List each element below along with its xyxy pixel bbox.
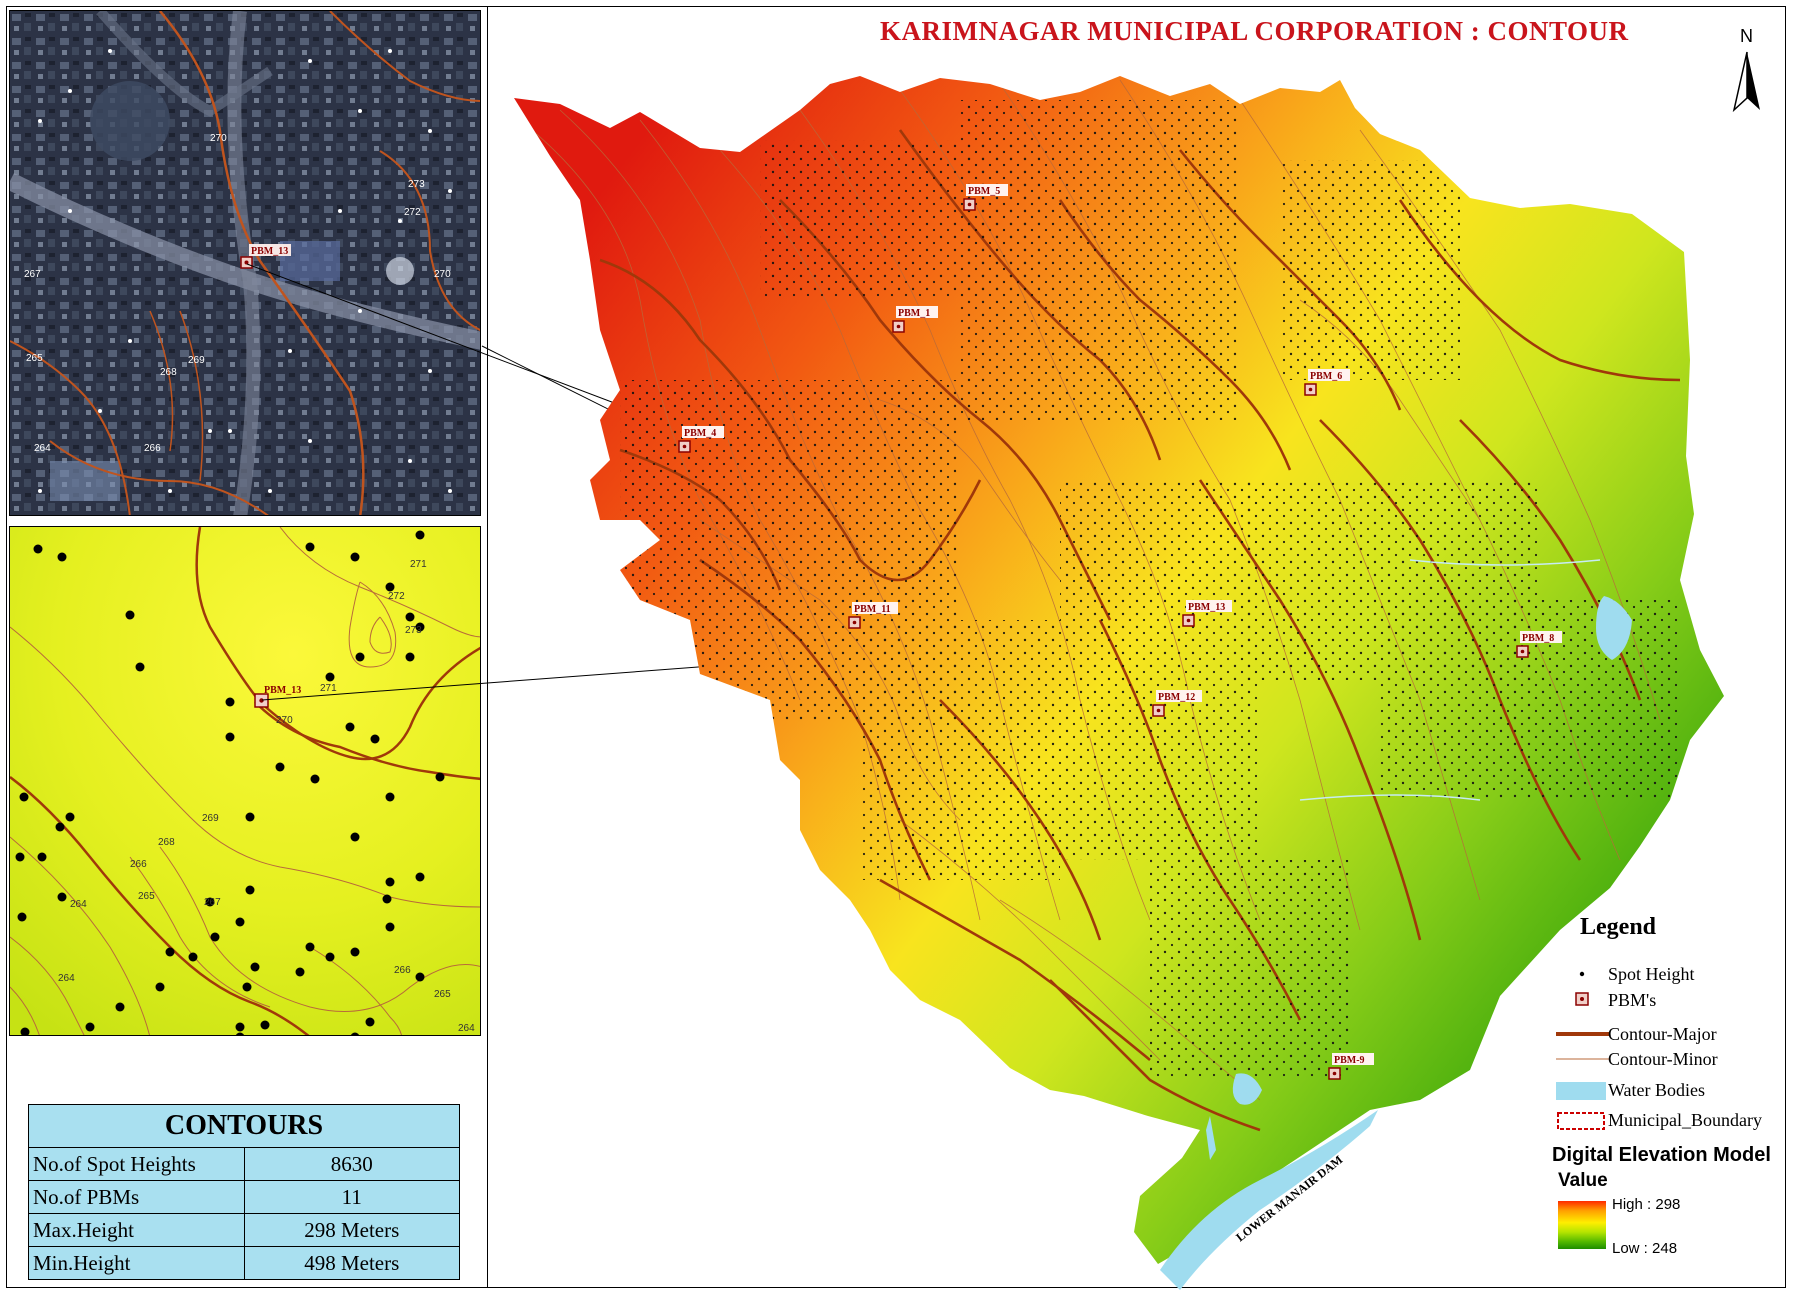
contour-label: 272 (404, 207, 421, 218)
table-row: Min.Height 498 Meters (28, 1246, 460, 1280)
north-arrow-icon (1732, 51, 1760, 113)
contour-label: 268 (158, 837, 175, 848)
contour-label: 270 (276, 715, 293, 726)
pbm-label: PBM_11 (854, 604, 891, 615)
water-body (1206, 1116, 1216, 1160)
contour-label: 265 (138, 891, 155, 902)
dem-legend-title: Digital Elevation Model (1552, 1144, 1771, 1166)
spot-height-symbol-icon (1579, 971, 1585, 977)
contour-label: 265 (26, 353, 43, 364)
pbm-label: PBM_13 (1188, 602, 1225, 613)
pbm-marker-8: PBM_8 (1516, 631, 1562, 658)
contour-label: 267 (24, 269, 41, 280)
municipal-boundary-symbol-icon (1557, 1112, 1605, 1130)
row-label: No.of PBMs (28, 1180, 245, 1214)
spot-heights (15, 530, 445, 1035)
row-value: 11 (243, 1180, 460, 1214)
contours-table-heading: CONTOURS (28, 1104, 460, 1148)
contour-label: 266 (144, 443, 161, 454)
contour-label: 270 (210, 133, 227, 144)
dem-color-ramp (1558, 1201, 1606, 1249)
map-frame (6, 6, 1786, 1288)
contour-label: 270 (434, 269, 451, 280)
row-value: 298 Meters (243, 1213, 460, 1247)
legend-label: PBM's (1608, 990, 1657, 1010)
pbm-symbol-icon (1575, 992, 1589, 1006)
pbm-marker-6: PBM_6 (1304, 369, 1350, 396)
contour-label: 271 (320, 683, 337, 694)
row-label: No.of Spot Heights (28, 1147, 245, 1181)
table-row: Max.Height 298 Meters (28, 1213, 460, 1247)
pbm-label: PBM_8 (1522, 633, 1554, 644)
contours-summary-table: CONTOURS No.of Spot Heights 8630 No.of P… (28, 1104, 460, 1280)
contour-label: 269 (188, 355, 205, 366)
contour-label: 273 (405, 625, 422, 636)
inset-imagery-contour-labels: 270 273 272 270 267 265 268 269 266 264 (24, 133, 451, 454)
contour-label: 264 (34, 443, 51, 454)
water-bodies-symbol-icon (1556, 1082, 1606, 1100)
contour-label: 272 (388, 591, 405, 602)
contour-label: 264 (58, 973, 75, 984)
pbm-label: PBM_6 (1310, 371, 1342, 382)
contour-label: 269 (202, 813, 219, 824)
pbm-marker-4: PBM_4 (678, 426, 724, 453)
contour-label: 271 (410, 559, 427, 570)
contour-label: 266 (130, 859, 147, 870)
panel-divider (487, 6, 488, 1288)
dem-high-label: High : 298 (1612, 1196, 1681, 1213)
contour-minor-symbol-icon (1556, 1058, 1610, 1060)
contour-label: 265 (434, 989, 451, 1000)
contour-label: 267 (204, 897, 221, 908)
pbm-label: PBM_13 (264, 685, 301, 696)
table-row: No.of PBMs 11 (28, 1180, 460, 1214)
pbm-marker-13: PBM_13 (1182, 600, 1232, 627)
row-label: Max.Height (28, 1213, 245, 1247)
pbm-label: PBM_4 (684, 428, 716, 439)
pbm-marker-5: PBM_5 (963, 184, 1008, 211)
inset-imagery-map: 270 273 272 270 267 265 268 269 266 264 … (9, 10, 481, 516)
inset-dem-map: 271 272 273 271 270 268 269 266 265 267 … (9, 526, 481, 1036)
row-value: 8630 (243, 1147, 460, 1181)
water-body (1232, 1073, 1262, 1105)
pbm-label: PBM-9 (1334, 1055, 1365, 1066)
row-label: Min.Height (28, 1246, 245, 1280)
contour-label: 273 (408, 179, 425, 190)
dem-low-label: Low : 248 (1612, 1240, 1678, 1257)
contour-label: 266 (394, 965, 411, 976)
map-title: KARIMNAGAR MUNICIPAL CORPORATION : CONTO… (880, 16, 1629, 46)
pbm-markers: PBM_5 PBM_1 PBM_6 PBM_4 PBM_11 PBM_13 (678, 184, 1562, 1080)
inset-imagery-svg: 270 273 272 270 267 265 268 269 266 264 … (10, 11, 480, 515)
pbm-label-bg (249, 244, 291, 256)
table-row: No.of Spot Heights 8630 (28, 1147, 460, 1181)
legend-label: Contour-Minor (1608, 1049, 1718, 1069)
pbm-marker-9: PBM-9 (1328, 1053, 1374, 1080)
pbm-label: PBM_1 (898, 308, 930, 319)
north-label: N (1740, 26, 1753, 46)
lower-manair-dam (1160, 1110, 1378, 1290)
pbm-marker-12: PBM_12 (1152, 690, 1202, 717)
inset-dem-contour-labels: 271 272 273 271 270 268 269 266 265 267 … (58, 559, 475, 1034)
pbm-marker-1: PBM_1 (892, 306, 938, 333)
legend-label: Water Bodies (1608, 1080, 1706, 1100)
water-body (1596, 596, 1632, 660)
legend-label: Contour-Major (1608, 1024, 1717, 1044)
pbm-marker-11: PBM_11 (848, 602, 898, 629)
row-value: 498 Meters (243, 1246, 460, 1280)
pbm-label: PBM_13 (251, 246, 288, 257)
legend-label: Municipal_Boundary (1608, 1110, 1762, 1130)
legend-title: Legend (1580, 914, 1657, 940)
legend-label: Spot Height (1608, 964, 1695, 984)
contour-label: 268 (160, 367, 177, 378)
pbm-label: PBM_5 (968, 186, 1000, 197)
contour-label: 264 (458, 1023, 475, 1034)
dem-legend-value-label: Value (1558, 1170, 1608, 1191)
contour-major-symbol-icon (1556, 1032, 1610, 1036)
pbm-label: PBM_12 (1158, 692, 1195, 703)
inset-dem-svg: 271 272 273 271 270 268 269 266 265 267 … (10, 527, 480, 1035)
contour-label: 264 (70, 899, 87, 910)
